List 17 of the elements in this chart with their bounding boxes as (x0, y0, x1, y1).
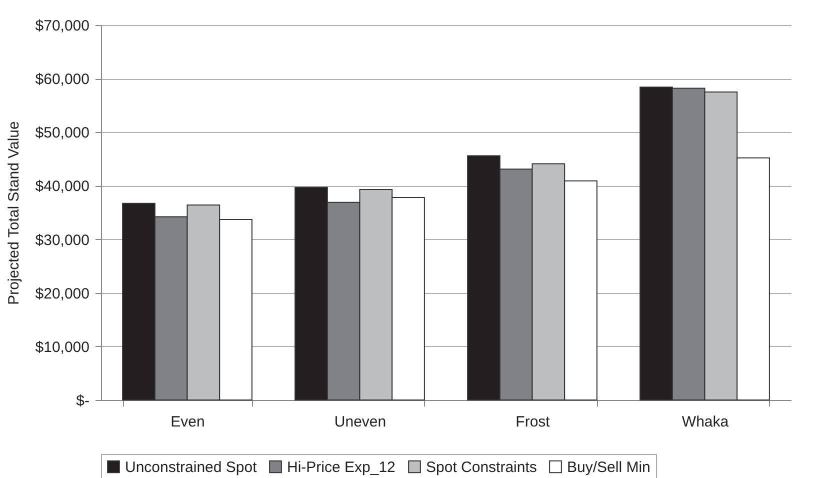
y-tick-label: $70,000 (35, 18, 90, 34)
x-tick-label: Whaka (682, 414, 730, 430)
y-axis-title: Projected Total Stand Value (5, 121, 22, 305)
y-tick-label: $50,000 (35, 124, 90, 142)
legend-label: Hi-Price Exp_12 (287, 458, 396, 476)
legend-label: Spot Constraints (426, 458, 537, 476)
x-tick-label: Even (170, 414, 205, 430)
y-tick-label: $10,000 (35, 338, 90, 356)
y-tick-label: $30,000 (35, 232, 90, 249)
x-tick-label: Uneven (334, 414, 386, 430)
y-tick-label: $20,000 (35, 285, 90, 302)
x-tick-label: Frost (516, 414, 551, 430)
y-tick-label: $60,000 (35, 71, 90, 88)
legend-label: Unconstrained Spot (125, 458, 258, 476)
y-tick-label: $- (76, 392, 90, 410)
legend-label: Buy/Sell Min (567, 458, 650, 476)
y-tick-label: $40,000 (35, 178, 90, 196)
